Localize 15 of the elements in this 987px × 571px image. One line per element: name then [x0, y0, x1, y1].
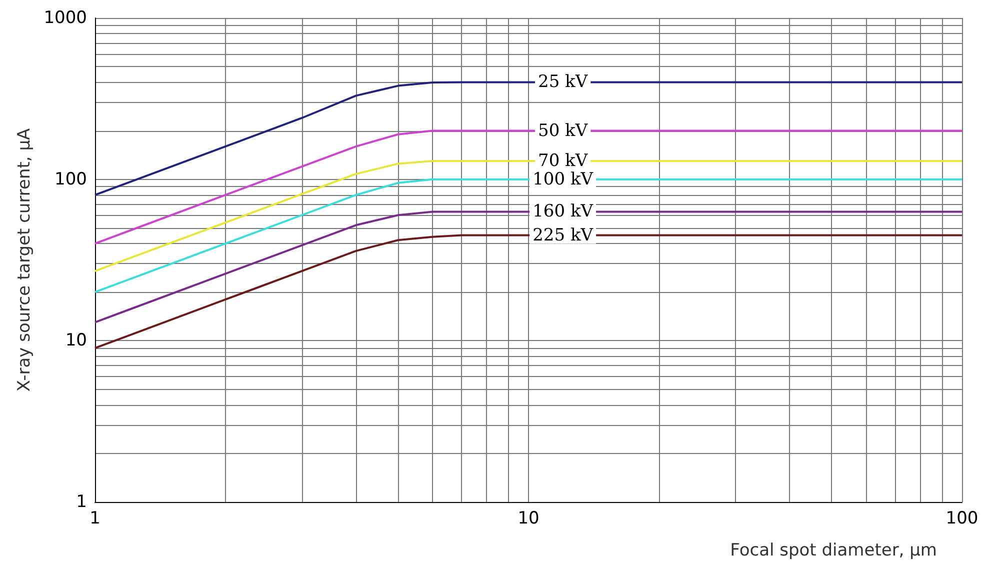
y-tick-label: 1: [76, 492, 87, 512]
y-tick-label: 100: [54, 169, 87, 190]
x-axis-title: Focal spot diameter, μm: [730, 540, 937, 560]
series-label: 70 kV: [538, 150, 588, 171]
y-axis-title: X-ray source target current, μA: [14, 128, 34, 392]
series-label: 50 kV: [538, 120, 588, 141]
series-label: 225 kV: [532, 225, 594, 246]
x-tick-label: 100: [946, 508, 978, 528]
x-tick-label: 1: [90, 508, 100, 528]
y-tick-label: 10: [65, 330, 87, 351]
series-label: 160 kV: [532, 202, 594, 222]
y-tick-label: 1000: [44, 8, 87, 28]
series-label: 25 kV: [538, 72, 588, 92]
x-tick-label: 10: [518, 508, 540, 528]
series-label: 100 kV: [532, 169, 594, 190]
